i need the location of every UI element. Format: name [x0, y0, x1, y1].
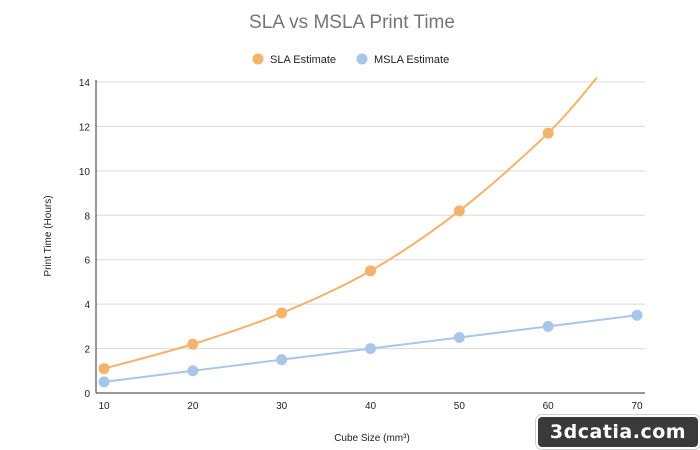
y-axis-label: Print Time (Hours) [43, 195, 54, 276]
data-point-msla-estimate-60 [542, 320, 554, 332]
data-point-sla-estimate-20 [187, 338, 199, 350]
legend-marker-msla [356, 53, 368, 65]
x-tick-label-60: 60 [543, 401, 555, 412]
gridlines [96, 81, 645, 350]
x-tick-label-30: 30 [276, 401, 288, 412]
legend: SLA Estimate MSLA Estimate [252, 53, 449, 66]
series-layer [98, 76, 643, 388]
x-axis-label: Cube Size (mm³) [334, 433, 410, 444]
y-tick-label-6: 6 [84, 256, 90, 267]
data-point-msla-estimate-10 [98, 376, 110, 388]
y-tick-label-14: 14 [79, 78, 91, 89]
legend-label-msla: MSLA Estimate [374, 54, 449, 66]
y-tick-label-2: 2 [84, 345, 90, 356]
y-tick-label-10: 10 [79, 167, 91, 178]
y-tick-label-8: 8 [84, 211, 90, 222]
data-point-sla-estimate-50 [453, 205, 465, 217]
x-tick-label-40: 40 [365, 401, 377, 412]
x-tick-label-10: 10 [98, 401, 110, 412]
y-tick-label-4: 4 [84, 300, 90, 311]
series-line-sla-estimate [103, 76, 598, 370]
data-point-sla-estimate-30 [276, 307, 288, 319]
x-axis-ticks: 10 20 30 40 50 60 70 [98, 401, 643, 412]
data-point-msla-estimate-40 [365, 343, 376, 355]
data-point-sla-estimate-60 [542, 127, 554, 139]
x-tick-label-50: 50 [454, 401, 466, 412]
chart-title: SLA vs MSLA Print Time [249, 12, 455, 33]
data-point-sla-estimate-40 [365, 265, 376, 277]
x-tick-label-20: 20 [187, 401, 199, 412]
data-point-sla-estimate-10 [98, 363, 110, 375]
data-point-msla-estimate-50 [453, 331, 465, 343]
watermark-logo: 3dcatia.com [538, 417, 698, 447]
legend-label-sla: SLA Estimate [270, 54, 336, 66]
legend-marker-sla [252, 53, 264, 65]
y-tick-label-0: 0 [84, 389, 90, 400]
x-tick-label-70: 70 [631, 401, 643, 412]
data-point-msla-estimate-30 [276, 354, 288, 366]
y-tick-label-12: 12 [79, 122, 91, 133]
y-axis-ticks: 0 2 4 6 8 10 12 14 [79, 78, 91, 400]
data-point-msla-estimate-70 [631, 309, 643, 321]
data-point-msla-estimate-20 [187, 365, 199, 377]
